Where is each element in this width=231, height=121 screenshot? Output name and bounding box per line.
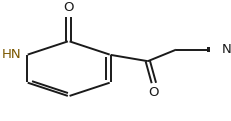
Text: HN: HN xyxy=(2,48,22,61)
Text: O: O xyxy=(64,1,74,14)
Text: N: N xyxy=(222,43,231,56)
Text: O: O xyxy=(149,86,159,99)
